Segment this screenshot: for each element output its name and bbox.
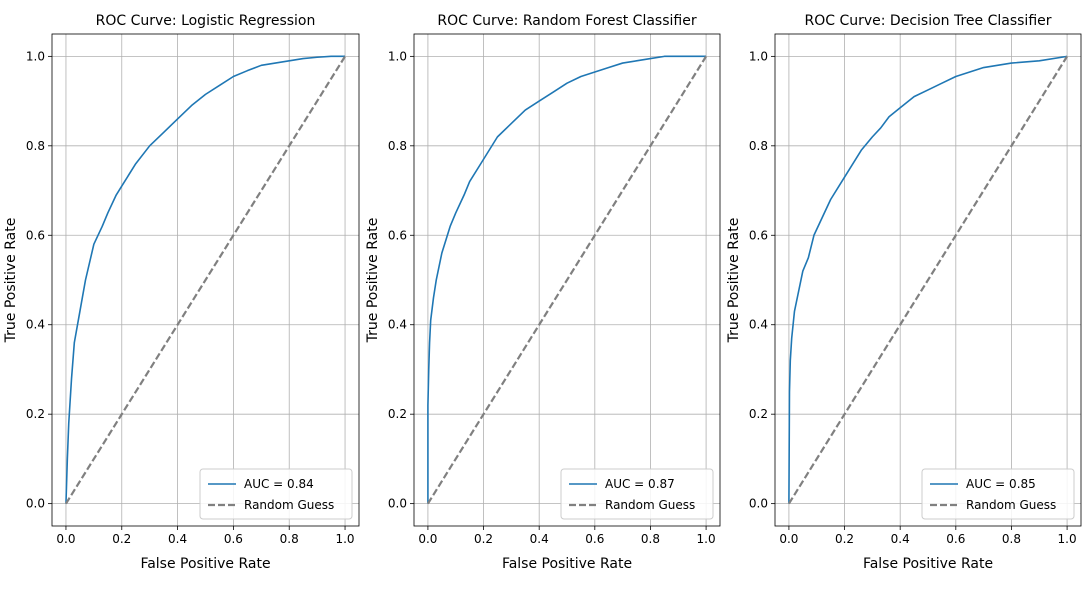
x-tick-label: 0.6 (946, 532, 965, 546)
y-tick-label: 0.0 (749, 497, 768, 511)
x-axis-label: False Positive Rate (863, 556, 993, 572)
legend: AUC = 0.85 Random Guess (921, 468, 1075, 520)
y-tick-label: 0.4 (749, 318, 768, 332)
x-tick-label: 0.2 (835, 532, 854, 546)
legend-label: AUC = 0.84 (244, 477, 314, 491)
x-axis-label: False Positive Rate (140, 556, 270, 572)
x-tick-label: 0.2 (474, 532, 493, 546)
x-tick-label: 0.8 (1002, 532, 1021, 546)
chart-panel-random-forest: 0.0 0.2 0.4 0.6 0.8 1.0 0.0 0.2 0.4 0.6 0.8 1.0 ROC … (365, 13, 721, 572)
x-tick-label: 0.6 (585, 532, 604, 546)
chart-title-logistic-regression: ROC Curve: Logistic Regression (96, 13, 316, 29)
y-tick-label: 0.4 (26, 318, 45, 332)
y-tick-label: 0.8 (26, 139, 45, 153)
random-guess-line (426, 55, 708, 505)
legend: AUC = 0.84 Random Guess (199, 468, 353, 520)
x-axis-label: False Positive Rate (502, 556, 632, 572)
x-tick-label: 1.0 (697, 532, 716, 546)
y-tick-label: 0.6 (749, 228, 768, 242)
y-axis-label: True Positive Rate (365, 218, 381, 344)
y-tick-label: 1.0 (749, 49, 768, 63)
chart-panel-logistic-regression: 0.0 0.2 0.4 0.6 0.8 1.0 0.0 0.2 0.4 0.6 0.8 1.0 ROC … (3, 13, 360, 572)
random-guess-line (65, 55, 346, 505)
y-tick-label: 1.0 (26, 49, 45, 63)
random-guess-line (787, 55, 1069, 505)
legend-label: Random Guess (966, 498, 1056, 512)
x-tick-label: 0.4 (530, 532, 549, 546)
chart-title-random-forest: ROC Curve: Random Forest Classifier (437, 13, 696, 29)
y-tick-label: 0.0 (388, 497, 407, 511)
x-tick-label: 0.2 (112, 532, 131, 546)
chart-title-decision-tree: ROC Curve: Decision Tree Classifier (804, 13, 1051, 29)
plot-frame (413, 33, 721, 527)
x-tick-label: 0.4 (891, 532, 910, 546)
y-tick-label: 0.8 (388, 139, 407, 153)
x-tick-label: 1.0 (1058, 532, 1077, 546)
x-tick-label: 0.8 (280, 532, 299, 546)
legend-box (560, 468, 714, 520)
legend-label: AUC = 0.85 (966, 477, 1036, 491)
x-tick-label: 0.6 (224, 532, 243, 546)
x-tick-label: 0.0 (418, 532, 437, 546)
legend-label: AUC = 0.87 (605, 477, 675, 491)
y-tick-label: 0.4 (388, 318, 407, 332)
y-tick-label: 0.2 (749, 407, 768, 421)
x-tick-label: 0.0 (779, 532, 798, 546)
plot-frame (774, 33, 1082, 527)
y-tick-label: 0.6 (26, 228, 45, 242)
legend-box (199, 468, 353, 520)
y-tick-label: 0.0 (26, 497, 45, 511)
legend-box (921, 468, 1075, 520)
x-tick-label: 0.4 (168, 532, 187, 546)
y-tick-label: 0.6 (388, 228, 407, 242)
x-tick-label: 1.0 (335, 532, 354, 546)
y-tick-label: 0.2 (388, 407, 407, 421)
roc-curve-line (788, 55, 1068, 504)
legend-label: Random Guess (605, 498, 695, 512)
y-tick-label: 0.2 (26, 407, 45, 421)
y-axis-label: True Positive Rate (726, 218, 742, 344)
y-axis-label: True Positive Rate (3, 218, 19, 344)
roc-curve-line (427, 55, 707, 504)
legend-label: Random Guess (244, 498, 334, 512)
y-tick-label: 0.8 (749, 139, 768, 153)
y-tick-label: 1.0 (388, 49, 407, 63)
chart-panel-decision-tree: 0.0 0.2 0.4 0.6 0.8 1.0 0.0 0.2 0.4 0.6 0.8 1.0 ROC … (726, 13, 1082, 572)
plot-frame (51, 33, 360, 527)
x-tick-label: 0.8 (641, 532, 660, 546)
legend: AUC = 0.87 Random Guess (560, 468, 714, 520)
x-tick-label: 0.0 (56, 532, 75, 546)
roc-curve-line (65, 55, 346, 504)
